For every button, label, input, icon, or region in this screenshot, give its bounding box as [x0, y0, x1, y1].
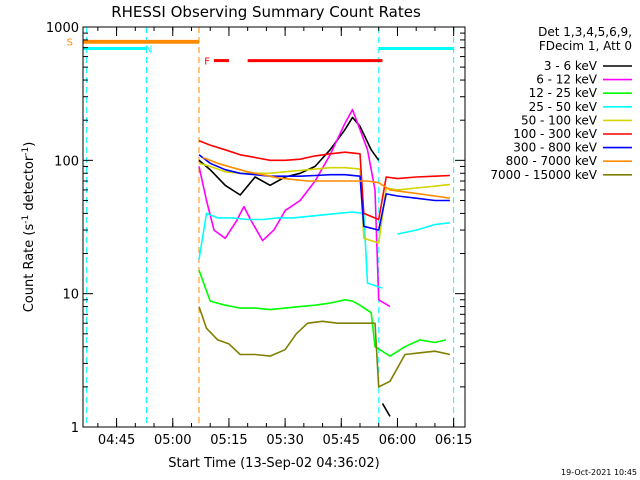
x-tick-label: 05:15: [210, 433, 247, 448]
legend-label: 800 - 7000 keV: [506, 154, 598, 168]
y-axis-label: Count Rate (s-1 detector-1): [21, 142, 37, 313]
x-tick-label: 05:30: [266, 433, 303, 448]
x-axis: 04:45 05:00 05:15 05:30 05:45 06:00 06:15: [97, 27, 472, 448]
legend-header-line: Det 1,3,4,5,6,9,: [538, 25, 632, 39]
y-tick-label: 1: [71, 421, 79, 436]
x-tick-label: 06:00: [379, 433, 416, 448]
series-line: [198, 154, 450, 231]
x-tick-label: 04:45: [98, 433, 135, 448]
x-axis-label: Start Time (13-Sep-02 04:36:02): [168, 456, 379, 471]
plot-frame: [82, 26, 466, 428]
legend: Det 1,3,4,5,6,9, FDecim 1, Att 0 3 - 6 k…: [490, 25, 632, 182]
series-line: [198, 306, 451, 388]
y-tick-label: 1000: [46, 21, 79, 36]
legend-label: 3 - 6 keV: [544, 59, 598, 73]
legend-header-line: FDecim 1, Att 0: [539, 39, 632, 53]
y-label-exponent: -1: [21, 147, 31, 156]
legend-label: 300 - 800 keV: [513, 141, 597, 155]
y-axis: 1 10 100 1000: [46, 21, 465, 436]
y-label-part: Count Rate (s: [22, 224, 37, 313]
plot-area: S N F: [67, 27, 455, 427]
legend-label: 6 - 12 keV: [536, 73, 598, 87]
generation-timestamp: 19-Oct-2021 10:45: [561, 468, 637, 477]
legend-label: 50 - 100 keV: [521, 113, 598, 127]
flag-label: F: [204, 57, 210, 68]
legend-label: 100 - 300 keV: [513, 127, 597, 141]
series-line: [198, 140, 450, 221]
flag-label: N: [145, 44, 152, 55]
legend-label: 7000 - 15000 keV: [490, 168, 597, 182]
y-label-part: ): [22, 142, 37, 147]
x-tick-label: 05:00: [154, 433, 191, 448]
y-tick-label: 10: [62, 288, 79, 303]
x-tick-label: 06:15: [435, 433, 472, 448]
series-line: [198, 269, 447, 357]
y-label-part: detector: [22, 155, 37, 215]
series-line: [82, 42, 451, 199]
y-label-exponent: -1: [21, 215, 31, 224]
x-tick-label: 05:45: [323, 433, 360, 448]
y-tick-label: 100: [54, 154, 79, 169]
legend-label: 25 - 50 keV: [529, 100, 598, 114]
legend-label: 12 - 25 keV: [529, 86, 598, 100]
flag-label: S: [67, 37, 73, 48]
chart-title: RHESSI Observing Summary Count Rates: [111, 3, 421, 21]
series-line: [198, 211, 450, 289]
